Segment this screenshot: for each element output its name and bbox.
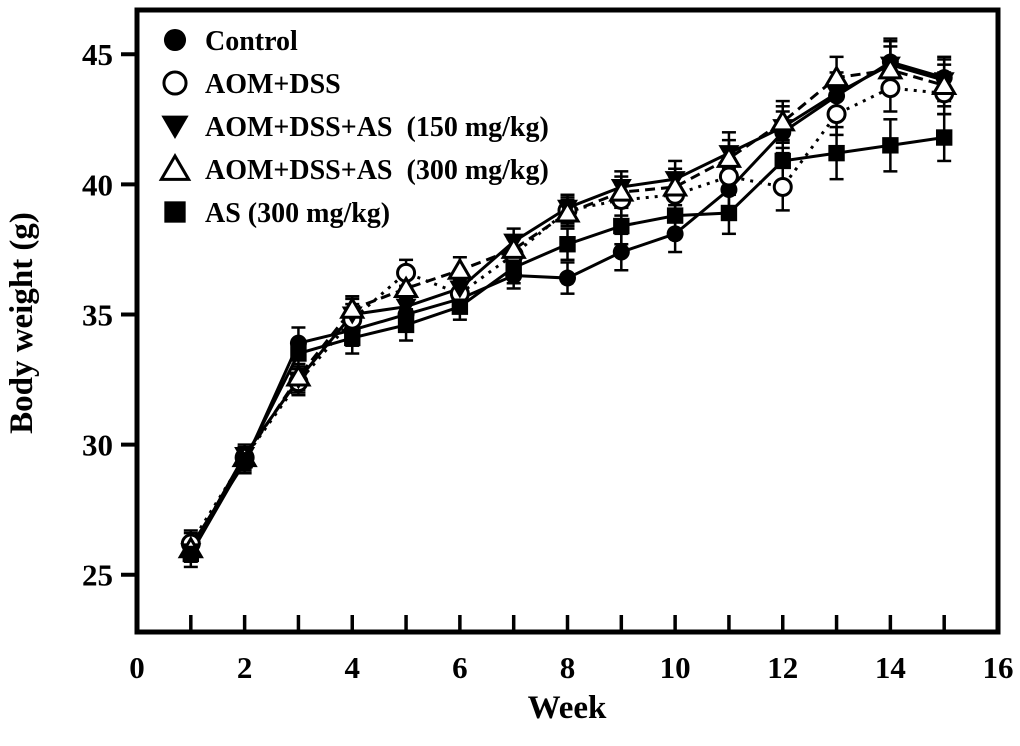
marker-open-circle <box>772 176 793 197</box>
marker-filled-square <box>935 129 953 146</box>
plot-area: 0 2 4 6 8 10 12 14 16 25 30 35 40 45 Control AOM+DSS AOM… <box>82 7 1014 685</box>
marker-open-triangle-up <box>877 56 904 80</box>
marker-filled-circle <box>559 269 576 287</box>
marker-open-circle <box>162 70 188 96</box>
marker-open-triangle-up <box>715 145 743 168</box>
marker-filled-square <box>774 152 791 170</box>
marker-open-triangle-up <box>500 236 527 259</box>
x-tick-label: 14 <box>875 650 906 685</box>
marker-open-triangle-up <box>931 72 958 95</box>
legend-label: Control <box>205 26 298 57</box>
marker-filled-square <box>236 452 253 469</box>
marker-open-triangle-up <box>392 275 420 298</box>
marker-filled-square <box>720 204 738 222</box>
marker-open-triangle-up <box>446 257 473 280</box>
marker-open-circle <box>826 104 847 125</box>
marker-filled-triangle-down <box>826 85 848 104</box>
marker-filled-circle <box>666 225 684 243</box>
marker-open-triangle-up <box>339 296 366 319</box>
x-tick-label: 12 <box>767 650 798 685</box>
marker-filled-circle <box>612 243 630 261</box>
marker-filled-triangle-down <box>161 115 189 139</box>
marker-open-triangle-up <box>285 363 312 387</box>
marker-filled-square <box>505 259 522 276</box>
marker-filled-square <box>828 144 845 162</box>
y-tick-label: 25 <box>82 558 113 593</box>
x-tick-label: 8 <box>560 650 576 685</box>
marker-open-triangle-up <box>608 179 635 202</box>
x-axis-title: Week <box>528 690 607 726</box>
marker-filled-square <box>182 545 200 563</box>
marker-open-triangle-up <box>554 200 581 223</box>
y-tick-label: 30 <box>82 428 113 463</box>
marker-filled-square <box>397 316 415 334</box>
marker-filled-square <box>882 137 899 154</box>
y-axis-title: Body weight (g) <box>4 212 40 434</box>
x-tick-label: 6 <box>452 650 468 685</box>
legend-label: AS (300 mg/kg) <box>205 198 390 229</box>
marker-open-circle <box>880 78 901 99</box>
marker-open-triangle-up <box>823 64 850 88</box>
legend-label: AOM+DSS+AS (300 mg/kg) <box>205 155 549 186</box>
marker-open-triangle-up <box>158 153 192 181</box>
y-tick-label: 40 <box>82 167 113 202</box>
legend-label: AOM+DSS+AS (150 mg/kg) <box>205 112 549 143</box>
x-tick-label: 16 <box>983 650 1014 685</box>
marker-filled-square <box>451 298 469 315</box>
marker-filled-square <box>290 345 307 362</box>
series-line <box>189 68 945 550</box>
marker-filled-square <box>559 236 576 253</box>
marker-open-triangle-up <box>662 173 689 197</box>
marker-filled-square <box>344 329 361 347</box>
x-tick-label: 4 <box>345 650 361 685</box>
y-tick-label: 35 <box>82 297 113 332</box>
x-tick-label: 2 <box>237 650 253 685</box>
y-tick-label: 45 <box>82 37 113 72</box>
marker-filled-triangle-down <box>395 298 417 317</box>
legend-label: AOM+DSS <box>205 69 341 100</box>
x-tick-label: 10 <box>660 650 691 685</box>
x-tick-label: 0 <box>129 650 145 685</box>
marker-filled-square <box>613 217 630 235</box>
marker-filled-triangle-down <box>449 280 471 299</box>
marker-filled-circle <box>163 28 187 52</box>
marker-open-triangle-up <box>769 108 796 132</box>
marker-filled-square <box>666 207 684 224</box>
plot-border <box>134 7 1001 635</box>
marker-open-circle <box>718 166 739 187</box>
marker-filled-square <box>164 201 186 223</box>
